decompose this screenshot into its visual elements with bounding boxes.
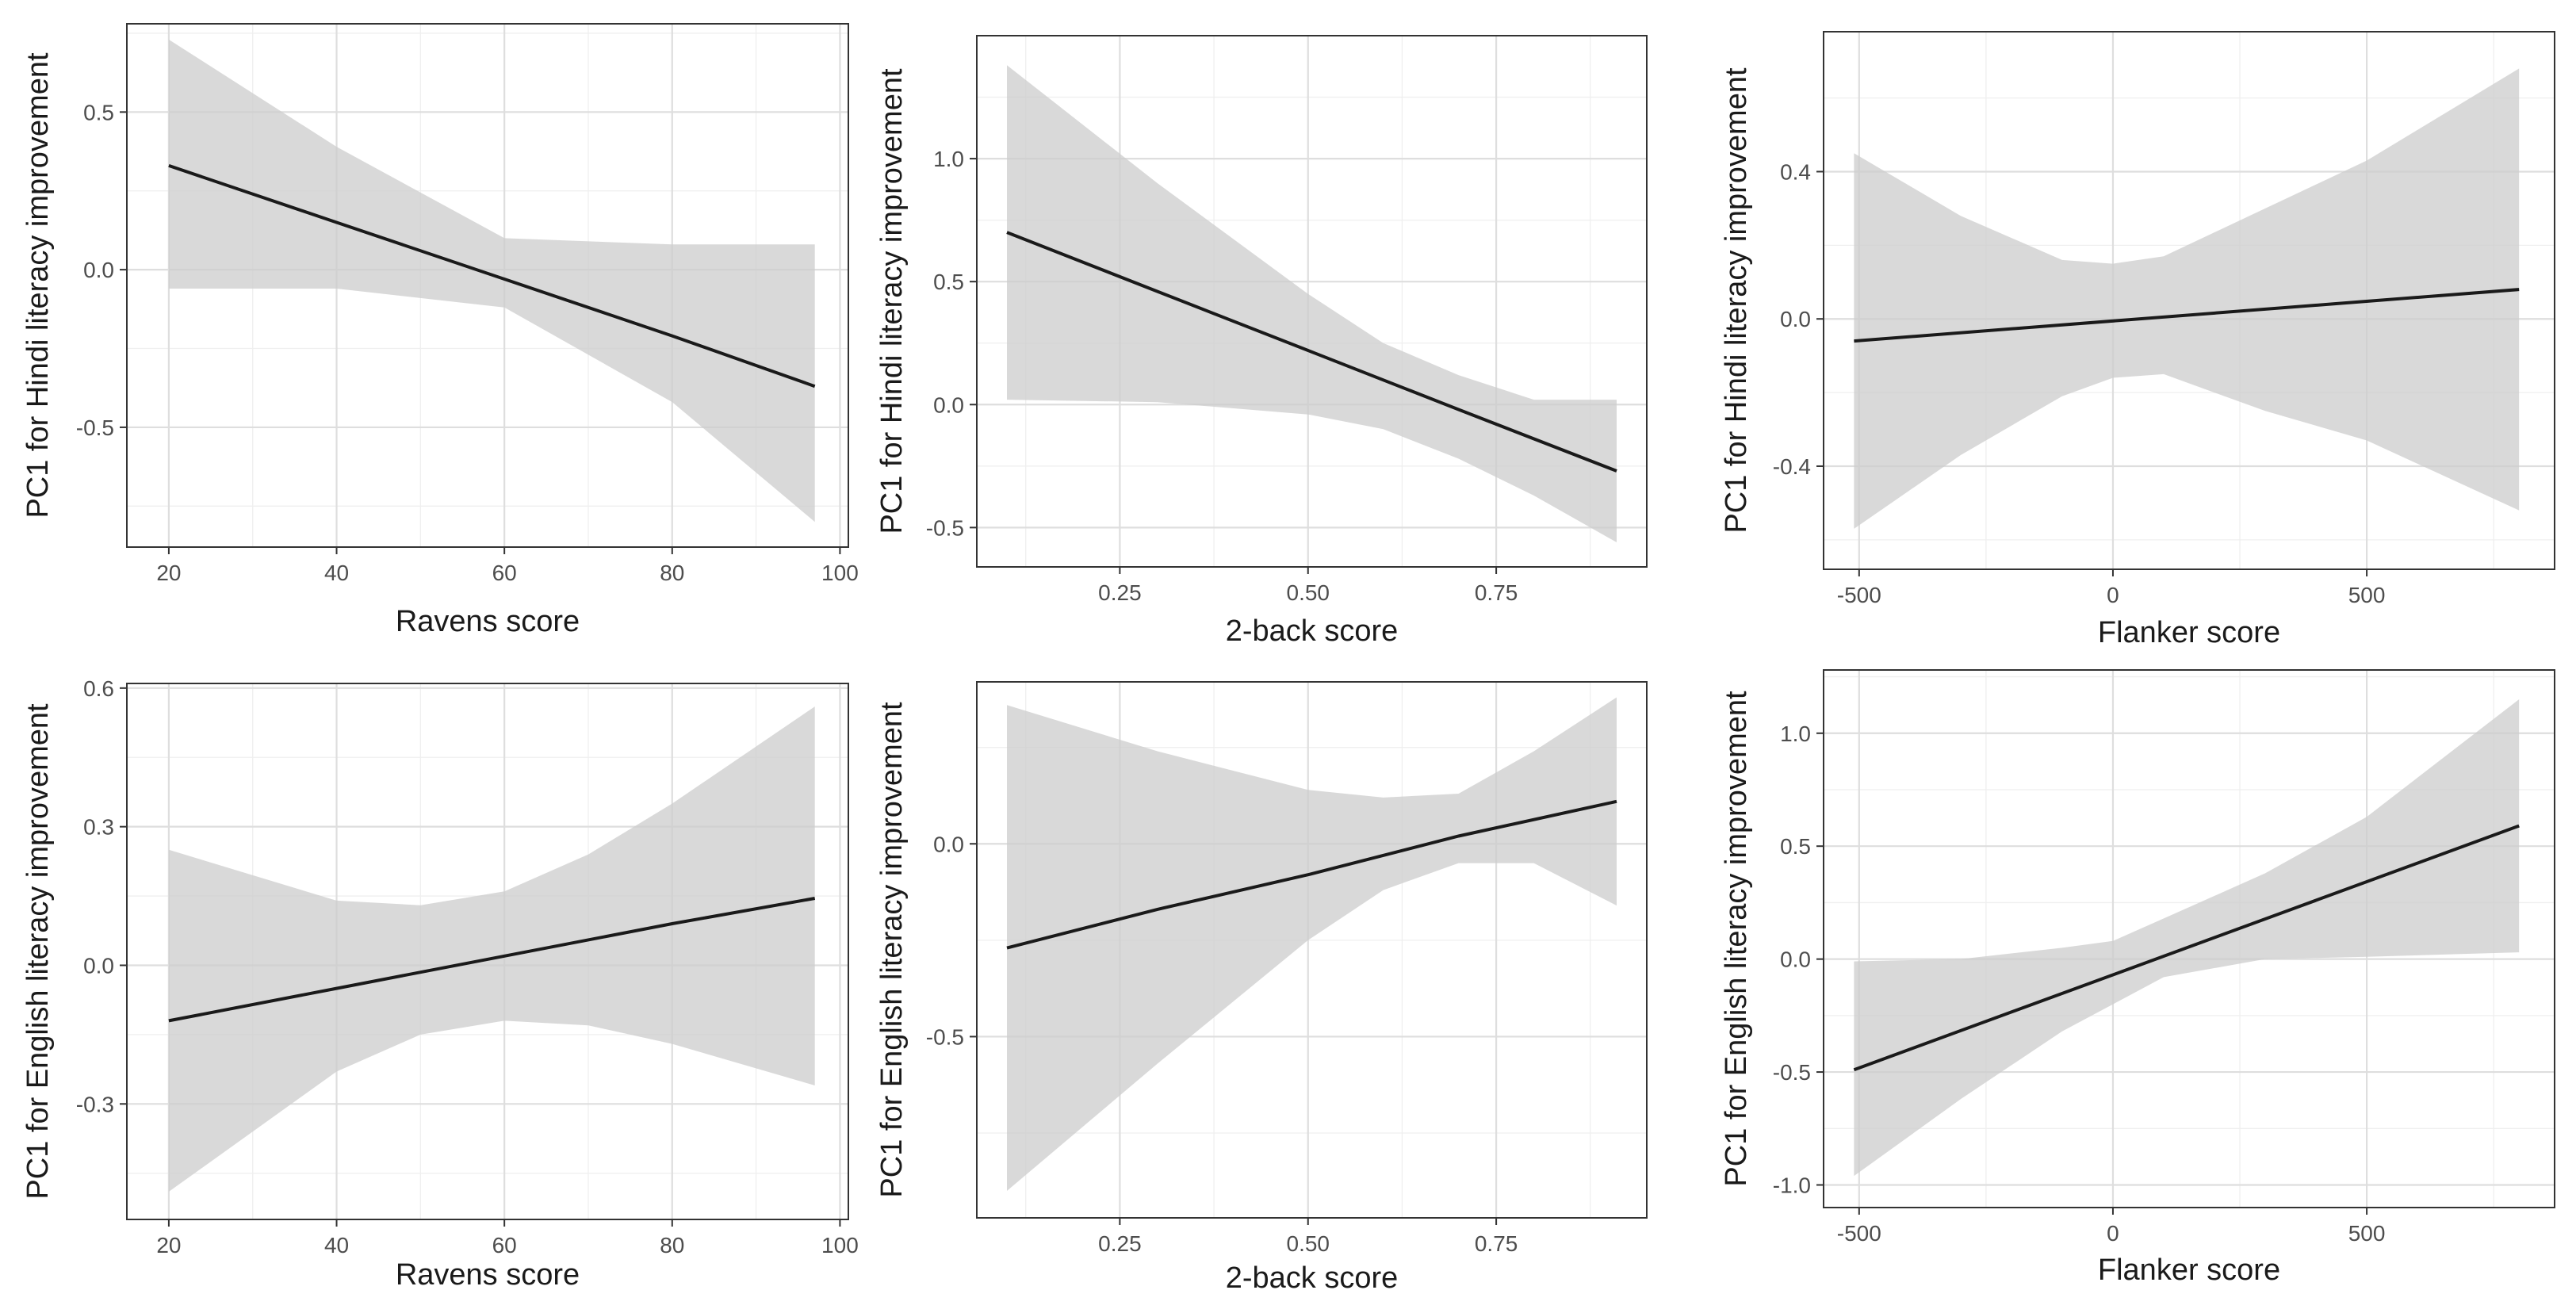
x-tick-label: 500: [2348, 1221, 2386, 1246]
x-tick-label: 0.50: [1287, 1231, 1330, 1256]
x-tick-label: 80: [660, 561, 684, 585]
x-tick-label: 0: [2107, 583, 2119, 607]
x-tick-label: 0.75: [1475, 580, 1518, 605]
y-tick-label: 0.5: [83, 100, 114, 124]
confidence-band: [1007, 697, 1617, 1191]
confidence-band: [168, 706, 815, 1192]
confidence-band: [1854, 699, 2520, 1177]
x-tick-label: -500: [1837, 583, 1881, 607]
y-tick-label: 1.0: [933, 147, 964, 171]
y-tick-label: 0.0: [83, 953, 114, 978]
x-tick-label: 500: [2348, 583, 2386, 607]
y-tick-label: 0.0: [1780, 307, 1811, 331]
plot-frame: [1823, 31, 2555, 570]
y-tick-label: 0.0: [933, 832, 964, 856]
plot-frame: [976, 681, 1648, 1219]
x-tick-label: 60: [492, 561, 517, 585]
y-axis-label: PC1 for Hindi literacy improvement: [21, 52, 55, 519]
y-tick-label: 0.0: [933, 392, 964, 417]
y-tick-label: 0.5: [1780, 834, 1811, 859]
x-tick-label: 100: [821, 1233, 859, 1257]
y-tick-label: -0.5: [926, 1024, 964, 1049]
y-tick-label: -0.5: [1773, 1060, 1811, 1085]
regression-line: [1854, 288, 2520, 343]
y-tick-label: 0.6: [83, 676, 114, 701]
y-tick-label: 0.0: [83, 258, 114, 282]
x-tick-label: 0.25: [1098, 1231, 1142, 1256]
x-tick-label: 100: [821, 561, 859, 585]
y-tick-label: 0.3: [83, 815, 114, 840]
panel-english-flanker: -500 0 500 -1.0 -0.5 0.0 0.5 1.0 Flanker score PC…: [1720, 669, 2555, 1287]
regression-line: [168, 897, 816, 1023]
y-tick-label: 0.5: [933, 270, 964, 294]
x-axis-label: 2-back score: [1226, 1261, 1399, 1295]
y-axis-label: PC1 for English literacy improvement: [21, 703, 55, 1200]
x-axis-label: Flanker score: [2098, 1254, 2280, 1287]
x-tick-label: 60: [492, 1233, 517, 1257]
regression-line: [168, 164, 816, 389]
x-axis-label: Ravens score: [396, 1258, 580, 1292]
y-axis-label: PC1 for English literacy improvement: [1720, 691, 1753, 1187]
x-tick-label: 0.50: [1287, 580, 1330, 605]
x-axis-label: Ravens score: [396, 605, 580, 638]
panel-hindi-2back: 0.25 0.50 0.75 -0.5 0.0 0.5 1.0 2-back score PC1…: [875, 35, 1648, 648]
panel-english-2back: 0.25 0.50 0.75 -0.5 0.0 2-back score PC1 for E…: [875, 681, 1648, 1295]
y-tick-label: 0.0: [1780, 947, 1811, 972]
plot-frame: [126, 23, 849, 548]
panel-english-ravens: 20 40 60 80 100 -0.3 0.0 0.3 0.6 Ravens score PC1 …: [21, 676, 859, 1292]
plot-frame: [1823, 669, 2555, 1208]
y-tick-label: -0.3: [76, 1092, 114, 1116]
y-tick-label: 1.0: [1780, 722, 1811, 746]
y-axis-label: PC1 for Hindi literacy improvement: [875, 68, 909, 534]
x-tick-label: 0: [2107, 1221, 2119, 1246]
panel-hindi-ravens: 20 40 60 80 100 -0.5 0.0 0.5 Ravens score PC1 for…: [21, 23, 859, 638]
confidence-band: [168, 39, 815, 523]
y-tick-label: -0.5: [76, 415, 114, 440]
regression-line: [1006, 799, 1617, 950]
x-tick-label: 20: [156, 561, 181, 585]
y-tick-label: -0.4: [1773, 454, 1811, 479]
y-axis-label: PC1 for Hindi literacy improvement: [1720, 67, 1753, 534]
plot-frame: [976, 35, 1648, 568]
x-tick-label: 20: [156, 1233, 181, 1257]
x-axis-label: 2-back score: [1226, 614, 1399, 648]
regression-line: [1853, 824, 2520, 1072]
x-tick-label: 40: [324, 1233, 349, 1257]
y-tick-label: -0.5: [926, 515, 964, 540]
panel-hindi-flanker: -500 0 500 -0.4 0.0 0.4 Flanker score PC1 for H…: [1720, 31, 2555, 649]
plot-frame: [126, 683, 849, 1220]
y-axis-label: PC1 for English literacy improvement: [875, 702, 909, 1198]
x-tick-label: 80: [660, 1233, 684, 1257]
x-tick-label: 40: [324, 561, 349, 585]
confidence-band: [1854, 68, 2520, 529]
confidence-band: [1007, 65, 1617, 542]
x-tick-label: 0.25: [1098, 580, 1142, 605]
y-tick-label: 0.4: [1780, 159, 1811, 184]
x-tick-label: -500: [1837, 1221, 1881, 1246]
x-tick-label: 0.75: [1475, 1231, 1518, 1256]
regression-line: [1006, 231, 1617, 473]
y-tick-label: -1.0: [1773, 1173, 1811, 1198]
x-axis-label: Flanker score: [2098, 616, 2280, 649]
